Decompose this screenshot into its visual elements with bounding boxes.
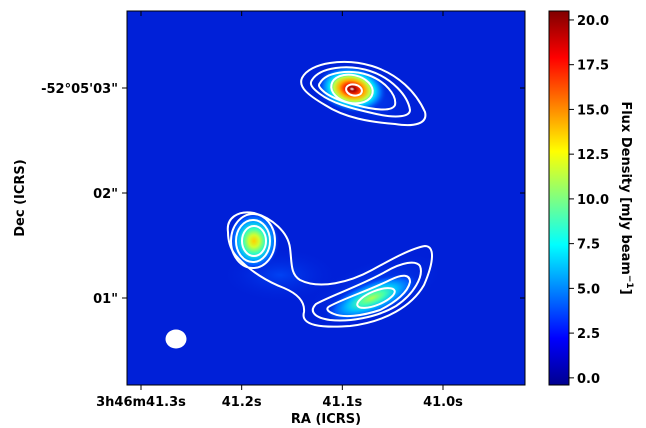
y-tick-label: -52°05'03" (41, 82, 118, 97)
colorbar-label: Flux Density [mJy beam−1] (618, 101, 634, 294)
x-tick-label: 3h46m41.3s (96, 395, 186, 410)
arc-emission (323, 272, 421, 324)
y-tick-label: 01" (93, 292, 118, 307)
contour-west-3 (235, 219, 271, 263)
image-frame (126, 10, 526, 386)
contour-north-2 (309, 66, 412, 118)
colorbar-ticks: 0.0 2.5 5.0 7.5 10.0 12.5 15.0 17.5 20.0 (569, 14, 609, 387)
contours (226, 61, 433, 328)
contour-arc-2 (311, 261, 422, 322)
x-tick-label: 41.2s (222, 395, 262, 410)
y-axis-label: Dec (ICRS) (13, 159, 28, 236)
colorbar-tick-label: 5.0 (577, 282, 600, 297)
colorbar-label-end: ] (618, 289, 633, 295)
contour-north-3 (317, 70, 397, 111)
colorbar-label-exponent: −1 (624, 275, 634, 289)
colorbar-tick-label: 0.0 (577, 372, 600, 387)
colorbar-tick-label: 15.0 (577, 103, 609, 118)
x-tick-label: 41.1s (322, 395, 362, 410)
beam-ellipse (165, 329, 187, 349)
x-axis-label: RA (ICRS) (291, 412, 361, 427)
colorbar-tick-label: 10.0 (577, 193, 609, 208)
x-tick-label: 41.0s (423, 395, 463, 410)
colorbar-tick-label: 2.5 (577, 327, 600, 342)
contour-north-4 (330, 73, 374, 105)
colorbar (548, 10, 570, 386)
colorbar-tick-label: 20.0 (577, 14, 609, 29)
contour-arc-4 (356, 287, 396, 309)
contour-west-2 (230, 213, 276, 269)
image-panel (127, 11, 525, 385)
x-axis-ticks: 3h46m41.3s 41.2s 41.1s 41.0s (96, 11, 463, 410)
colorbar-tick-label: 7.5 (577, 238, 600, 253)
colorbar-tick-label: 12.5 (577, 148, 609, 163)
contour-north-5 (345, 83, 363, 97)
colorbar-tick-label: 17.5 (577, 59, 609, 74)
y-axis-ticks: -52°05'03" 02" 01" (41, 82, 525, 307)
contour-west-arc-outer (226, 211, 433, 328)
contour-arc-3 (326, 274, 412, 318)
contour-west-4 (241, 225, 267, 257)
colorbar-label-main: Flux Density [mJy beam (618, 101, 633, 275)
y-tick-label: 02" (93, 187, 118, 202)
contour-north-1 (300, 61, 427, 127)
